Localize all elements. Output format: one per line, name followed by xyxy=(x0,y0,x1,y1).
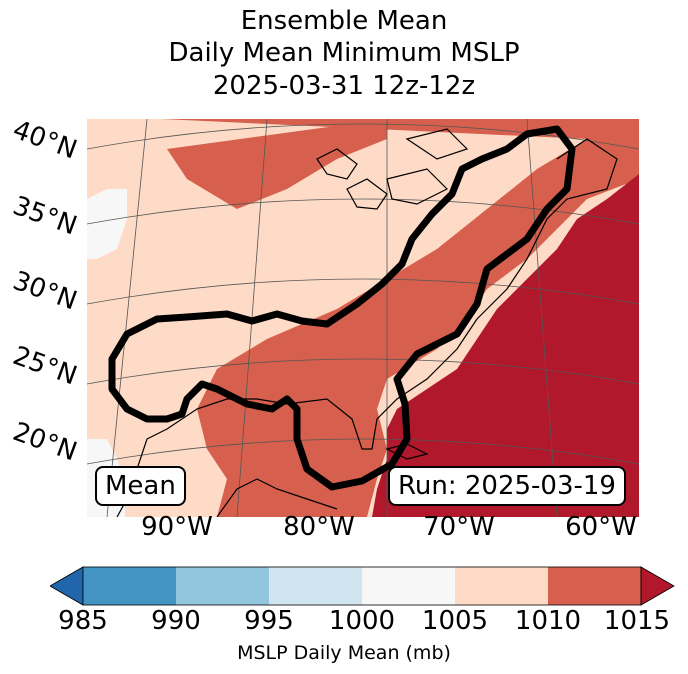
colorbar-extend-high xyxy=(640,566,675,606)
lat-label-25: 25°N xyxy=(8,340,81,392)
colorbar-bin-1005-1010 xyxy=(455,567,548,605)
lat-label-20: 20°N xyxy=(8,416,81,468)
cb-tick-995: 995 xyxy=(244,606,294,636)
map-svg xyxy=(87,119,639,517)
title-line-3: 2025-03-31 12z-12z xyxy=(212,71,476,101)
colorbar-bin-1000-1005 xyxy=(362,567,455,605)
lat-label-30: 30°N xyxy=(8,265,81,317)
cb-tick-990: 990 xyxy=(151,606,201,636)
mean-label-box: Mean xyxy=(95,466,186,506)
lon-label-70w: 70°W xyxy=(423,512,495,542)
field-gt-1015 xyxy=(372,174,639,517)
title-line-2: Daily Mean Minimum MSLP xyxy=(168,38,520,68)
field-1010-1015 xyxy=(162,119,639,517)
colorbar xyxy=(50,566,675,606)
field-1000-1005-north xyxy=(87,189,127,259)
mean-contour xyxy=(108,125,576,491)
title-line-1: Ensemble Mean xyxy=(240,6,448,36)
graticule xyxy=(87,119,639,517)
cb-tick-1005: 1005 xyxy=(421,606,489,636)
run-date-box: Run: 2025-03-19 xyxy=(388,466,626,506)
cb-tick-1000: 1000 xyxy=(328,606,396,636)
colorbar-bin-1010-1015 xyxy=(548,567,641,605)
colorbar-bin-985-990 xyxy=(83,567,176,605)
lon-label-90w: 90°W xyxy=(141,512,213,542)
colorbar-label: MSLP Daily Mean (mb) xyxy=(237,642,451,664)
lat-label-40: 40°N xyxy=(8,114,81,166)
lat-label-35: 35°N xyxy=(8,190,81,242)
colorbar-outline xyxy=(82,566,642,606)
cb-tick-1015: 1015 xyxy=(603,606,671,636)
colorbar-extend-low xyxy=(50,566,84,606)
cb-tick-985: 985 xyxy=(58,606,108,636)
lon-label-80w: 80°W xyxy=(283,512,355,542)
colorbar-bin-990-995 xyxy=(176,567,269,605)
colorbar-bin-995-1000 xyxy=(269,567,362,605)
map-panel xyxy=(87,119,639,517)
cb-tick-1010: 1010 xyxy=(514,606,582,636)
lon-label-60w: 60°W xyxy=(565,512,637,542)
